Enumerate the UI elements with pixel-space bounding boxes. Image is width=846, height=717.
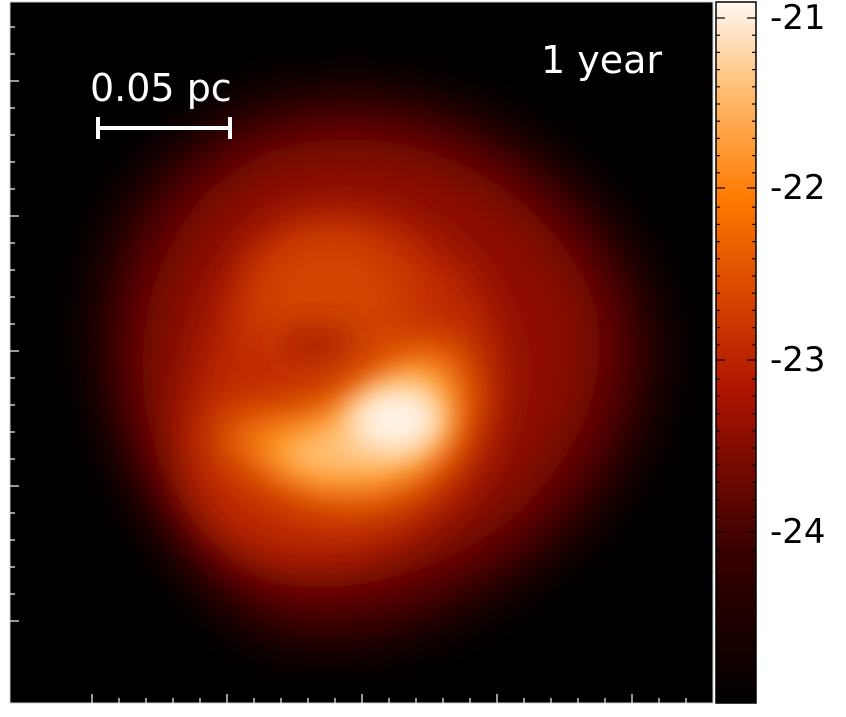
colorbar-frame [715,1,757,704]
time-label: 1 year [541,38,663,82]
colorbar-tick-label-1: -21 [770,0,826,38]
scale-bar [96,117,232,139]
colorbar-tick-label-3: -23 [770,340,826,380]
axis-ticks [10,26,687,703]
colorbar [715,1,757,704]
scale-bar-label: 0.05 pc [90,66,232,110]
colorbar-gradient [716,2,756,703]
colorbar-ticks [716,17,756,690]
density-map [9,1,714,704]
dark-notch [275,323,355,367]
colorbar-tick-label-4: -24 [770,512,826,552]
colorbar-tick-label-2: -22 [770,168,826,208]
hot-spot [350,388,440,452]
